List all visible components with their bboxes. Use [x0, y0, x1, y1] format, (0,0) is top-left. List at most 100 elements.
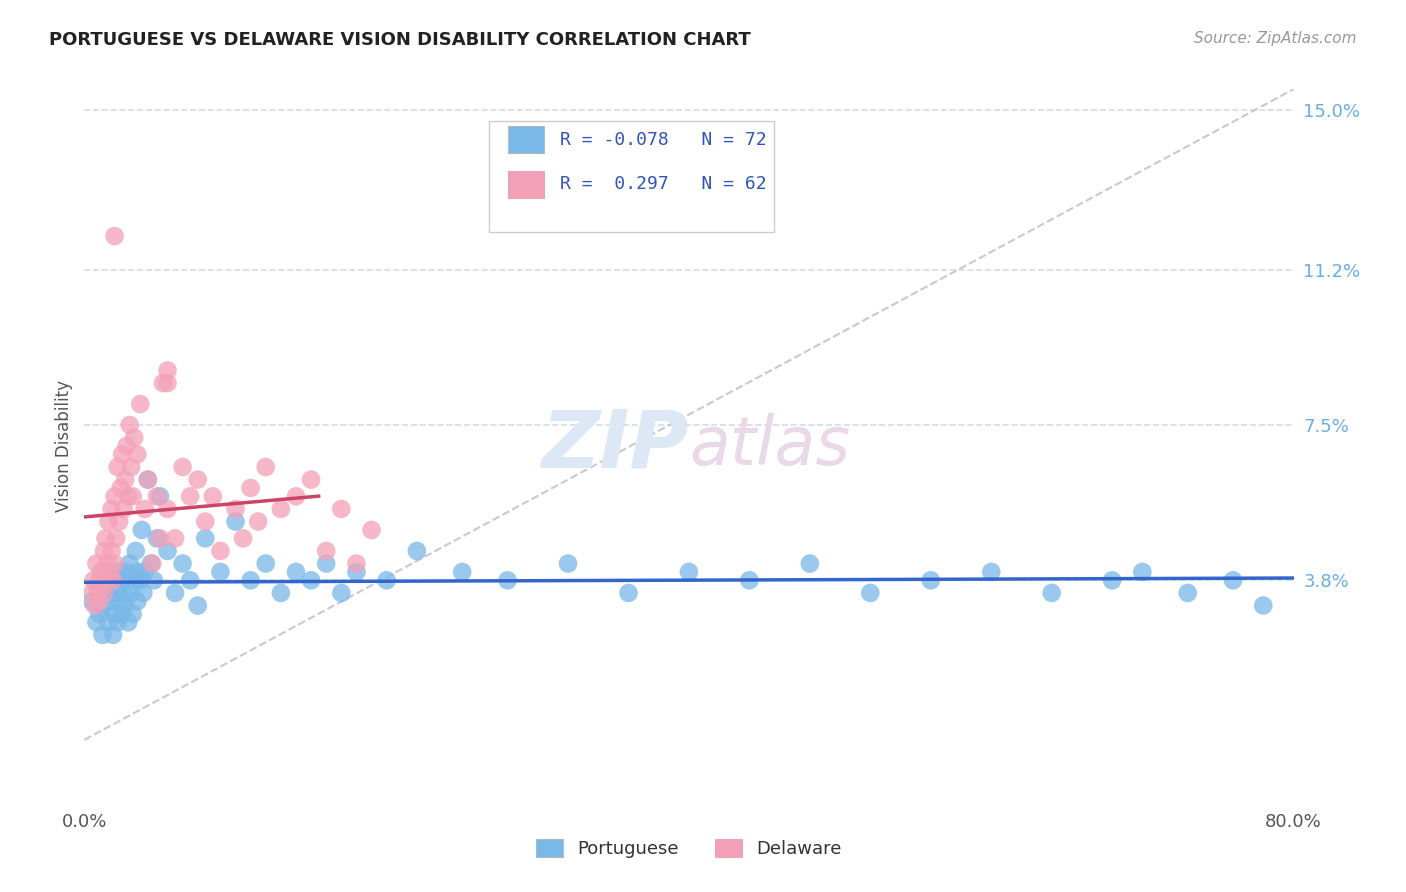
Point [80, 594, 103, 608]
Point [239, 574, 262, 588]
Point [125, 544, 148, 558]
Point [330, 586, 353, 600]
Point [617, 586, 640, 600]
Point [89, 594, 111, 608]
Point [330, 502, 353, 516]
Point [136, 473, 159, 487]
Point [194, 515, 217, 529]
Point [156, 544, 179, 558]
Legend: Portuguese, Delaware: Portuguese, Delaware [529, 831, 849, 865]
Point [114, 599, 136, 613]
Point [165, 586, 187, 600]
Point [112, 502, 135, 516]
Point [104, 229, 127, 244]
Point [80, 586, 103, 600]
Point [122, 574, 145, 588]
Point [299, 574, 322, 588]
Point [111, 447, 134, 461]
Point [1177, 586, 1199, 600]
Point [101, 628, 124, 642]
Point [980, 565, 1002, 579]
Point [105, 532, 128, 546]
Point [859, 586, 882, 600]
Point [165, 532, 187, 546]
Point [285, 565, 308, 579]
Point [89, 574, 111, 588]
Point [97, 615, 120, 630]
Point [84, 599, 107, 613]
Point [121, 489, 143, 503]
Point [187, 599, 209, 613]
Point [799, 557, 821, 571]
Point [110, 481, 132, 495]
Point [96, 586, 118, 600]
Point [128, 565, 150, 579]
Point [100, 594, 122, 608]
Point [134, 502, 156, 516]
Point [82, 574, 104, 588]
Point [172, 460, 194, 475]
Point [96, 574, 118, 588]
Bar [508, 170, 544, 198]
Point [496, 574, 519, 588]
Text: R =  0.297   N = 62: R = 0.297 N = 62 [560, 175, 766, 193]
Point [299, 473, 322, 487]
FancyBboxPatch shape [489, 121, 773, 232]
Point [360, 523, 382, 537]
Point [270, 586, 292, 600]
Point [104, 489, 127, 503]
Point [152, 376, 174, 390]
Point [1222, 574, 1244, 588]
Point [104, 557, 127, 571]
Point [96, 557, 118, 571]
Point [90, 565, 112, 579]
Point [111, 574, 134, 588]
Point [105, 574, 128, 588]
Text: ZIP: ZIP [541, 407, 689, 485]
Point [94, 532, 117, 546]
Point [117, 489, 139, 503]
Text: PORTUGUESE VS DELAWARE VISION DISABILITY CORRELATION CHART: PORTUGUESE VS DELAWARE VISION DISABILITY… [49, 31, 751, 49]
Point [117, 615, 139, 630]
Point [131, 523, 153, 537]
Point [112, 586, 135, 600]
Point [146, 532, 169, 546]
Point [93, 586, 115, 600]
Point [86, 615, 108, 630]
Point [132, 586, 155, 600]
Point [1253, 599, 1275, 613]
Point [97, 515, 120, 529]
Point [209, 544, 232, 558]
Point [156, 376, 179, 390]
Point [1040, 586, 1063, 600]
Point [107, 615, 129, 630]
Point [120, 586, 142, 600]
Point [156, 502, 179, 516]
Bar [508, 127, 544, 153]
Point [134, 565, 156, 579]
Point [209, 565, 232, 579]
Point [107, 460, 129, 475]
Point [86, 557, 108, 571]
Point [108, 565, 131, 579]
Point [114, 473, 136, 487]
Point [129, 574, 152, 588]
Point [194, 532, 217, 546]
Point [270, 502, 292, 516]
Point [285, 489, 308, 503]
Y-axis label: Vision Disability: Vision Disability [55, 380, 73, 512]
Point [1130, 565, 1153, 579]
Point [121, 607, 143, 621]
Point [100, 544, 122, 558]
Point [89, 607, 111, 621]
Point [201, 489, 224, 503]
Point [146, 489, 169, 503]
Text: R = -0.078   N = 72: R = -0.078 N = 72 [560, 131, 766, 149]
Point [93, 544, 115, 558]
Point [239, 481, 262, 495]
Point [141, 557, 163, 571]
Point [254, 460, 277, 475]
Point [315, 557, 337, 571]
Point [149, 489, 172, 503]
Point [179, 574, 201, 588]
